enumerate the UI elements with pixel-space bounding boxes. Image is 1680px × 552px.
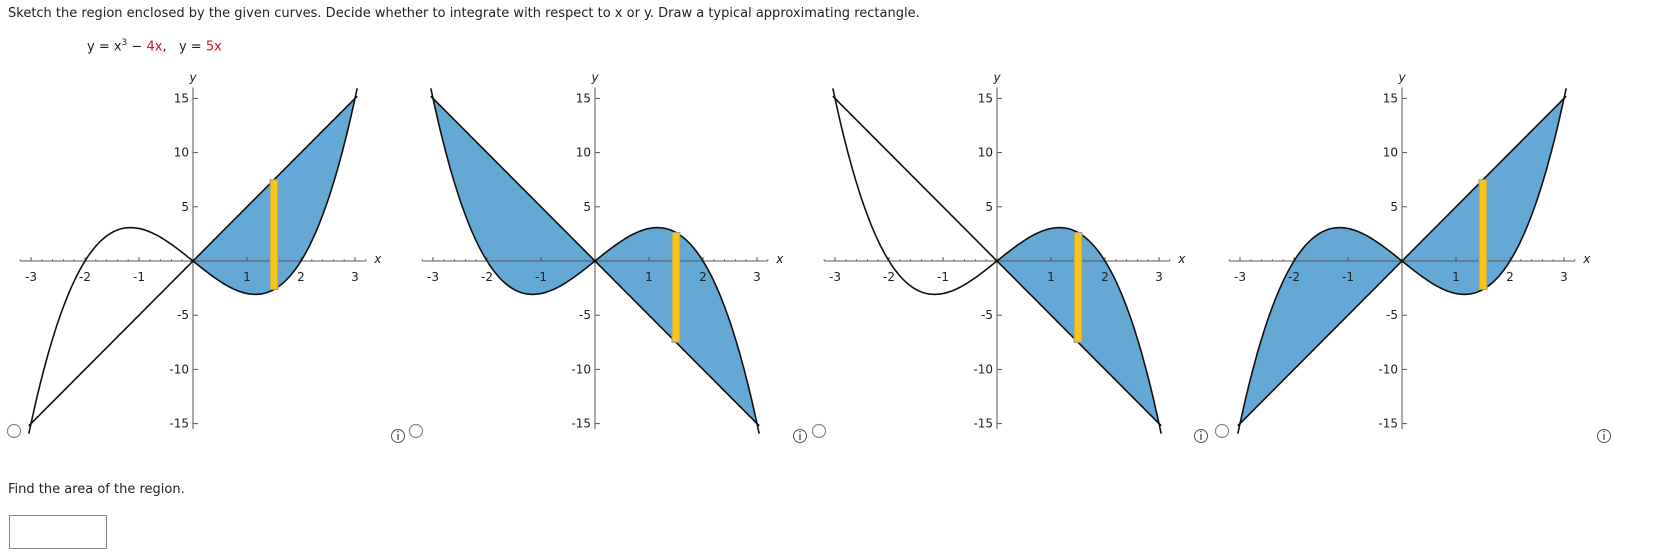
y-tick-label: -15 (973, 417, 993, 431)
info-icon-dot (1200, 430, 1202, 433)
answer-input[interactable] (9, 515, 107, 549)
y-tick-label: -5 (579, 308, 591, 322)
line-curve (832, 95, 1162, 427)
y-tick-label: 15 (1383, 91, 1398, 105)
x-tick-label: -2 (79, 270, 91, 284)
x-tick-label: 1 (1047, 270, 1055, 284)
x-tick-label: 2 (297, 270, 305, 284)
x-tick-label: 2 (1506, 270, 1514, 284)
radio-button[interactable] (811, 423, 827, 439)
y-tick-label: 5 (1390, 200, 1398, 214)
approximating-rectangle (269, 179, 279, 290)
y-tick-label: 5 (181, 200, 189, 214)
x-tick-label: -3 (1234, 270, 1246, 284)
equations: y = x3 − 4x, y = 5x (87, 38, 222, 54)
line-curve (430, 95, 760, 427)
y-tick-label: -15 (571, 417, 591, 431)
x-tick-label: -3 (25, 270, 37, 284)
y-tick-label: 10 (978, 146, 993, 160)
x-tick-label: -1 (1342, 270, 1354, 284)
x-axis-label: x (775, 252, 784, 266)
y-tick-label: 15 (576, 91, 591, 105)
y-tick-label: 15 (978, 91, 993, 105)
y-tick-label: -10 (169, 362, 189, 376)
y-axis-label: y (590, 71, 599, 85)
y-tick-label: -10 (571, 362, 591, 376)
instruction: Sketch the region enclosed by the given … (8, 6, 920, 21)
x-tick-label: -2 (481, 270, 493, 284)
x-tick-label: -3 (829, 270, 841, 284)
x-tick-label: 2 (1101, 270, 1109, 284)
question: Find the area of the region. (8, 482, 185, 497)
x-tick-label: 1 (243, 270, 251, 284)
x-tick-label: 3 (351, 270, 359, 284)
y-axis-label: y (992, 71, 1001, 85)
y-tick-label: 10 (1383, 146, 1398, 160)
x-tick-label: -2 (1288, 270, 1300, 284)
separator: , (162, 39, 167, 55)
x-axis-label: x (1177, 252, 1186, 266)
y-tick-label: -15 (169, 417, 189, 431)
sign: − (131, 39, 143, 55)
y-tick-label: 15 (174, 91, 189, 105)
x-axis-label: x (373, 252, 382, 266)
equation-left: y = x (87, 39, 122, 55)
y-tick-label: -5 (1386, 308, 1398, 322)
line-curve (1237, 95, 1567, 427)
radio-button[interactable] (1214, 423, 1230, 439)
approximating-rectangle (671, 232, 681, 343)
radio-button[interactable] (408, 423, 424, 439)
approximating-rectangle (1478, 179, 1488, 290)
shaded-region (433, 98, 595, 295)
y-tick-label: -5 (981, 308, 993, 322)
x-tick-label: -2 (883, 270, 895, 284)
x-tick-label: 2 (699, 270, 707, 284)
y-tick-label: 10 (174, 146, 189, 160)
info-icon-dot (397, 430, 399, 433)
y-tick-label: -15 (1378, 417, 1398, 431)
y-tick-label: 5 (985, 200, 993, 214)
shaded-region (1240, 227, 1402, 424)
x-tick-label: 3 (1560, 270, 1568, 284)
x-tick-label: 1 (1452, 270, 1460, 284)
line-curve (28, 95, 358, 427)
term: 5x (205, 39, 222, 55)
x-tick-label: -3 (427, 270, 439, 284)
radio-button[interactable] (6, 423, 22, 439)
y-tick-label: -10 (1378, 362, 1398, 376)
y-axis-label: y (188, 71, 197, 85)
approximating-rectangle (1073, 232, 1083, 343)
y-axis-label: y (1397, 71, 1406, 85)
info-icon-dot (1603, 430, 1605, 433)
y-tick-label: -10 (973, 362, 993, 376)
term: 4x (146, 39, 163, 55)
y-tick-label: 10 (576, 146, 591, 160)
x-tick-label: -1 (133, 270, 145, 284)
x-tick-label: 1 (645, 270, 653, 284)
x-tick-label: 3 (753, 270, 761, 284)
equation-left: y = (178, 39, 202, 55)
x-tick-label: -1 (937, 270, 949, 284)
info-icon-dot (799, 430, 801, 433)
x-tick-label: -1 (535, 270, 547, 284)
exponent: 3 (121, 38, 128, 48)
x-tick-label: 3 (1155, 270, 1163, 284)
y-tick-label: -5 (177, 308, 189, 322)
x-axis-label: x (1582, 252, 1591, 266)
y-tick-label: 5 (583, 200, 591, 214)
